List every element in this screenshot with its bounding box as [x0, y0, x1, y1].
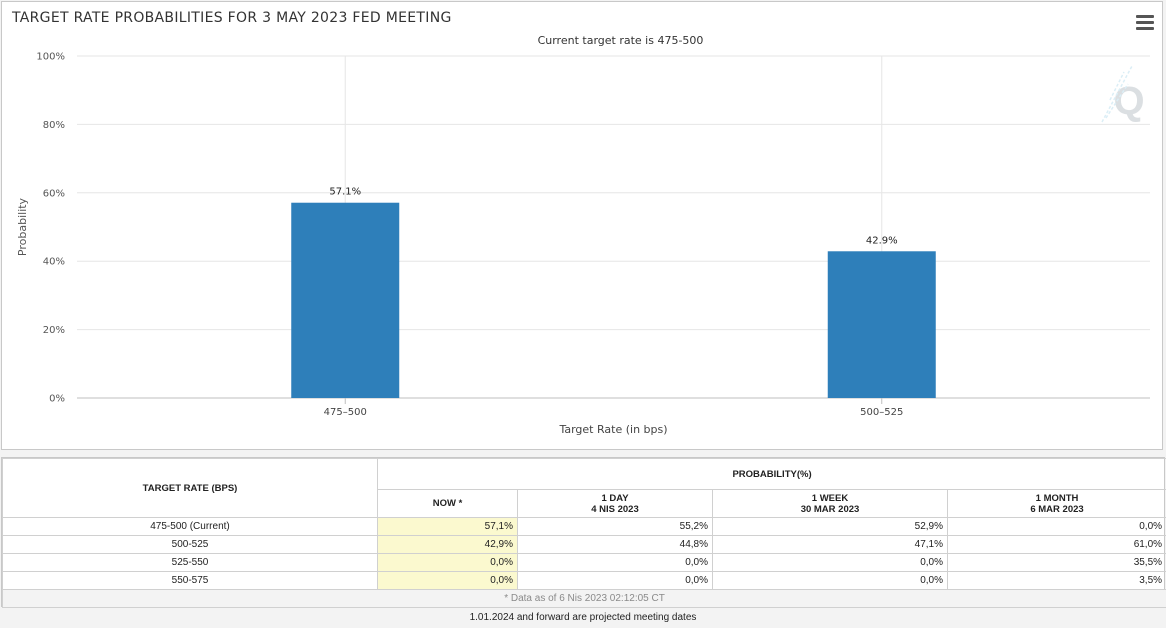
x-tick-label: 500–525: [860, 407, 903, 418]
header-probability: PROBABILITY(%): [376, 458, 1166, 490]
table-row: 550-575 0,0% 0,0% 0,0% 3,5%: [2, 571, 1166, 590]
bar-data-label: 42.9%: [866, 235, 898, 246]
y-tick-label: 100%: [36, 52, 65, 63]
one-day-cell: 44,8%: [517, 535, 713, 554]
y-tick-label: 40%: [43, 257, 65, 268]
rate-cell: 500-525: [2, 535, 378, 554]
header-1-day: 1 DAY 4 NIS 2023: [517, 489, 713, 518]
one-day-cell: 0,0%: [517, 553, 713, 572]
header-1-week: 1 WEEK 30 MAR 2023: [712, 489, 948, 518]
one-month-cell: 35,5%: [946, 553, 1166, 572]
y-tick-label: 60%: [43, 188, 65, 199]
svg-text:Q: Q: [1113, 79, 1144, 123]
x-axis-title: Target Rate (in bps): [558, 423, 667, 436]
one-day-cell: 55,2%: [517, 517, 713, 536]
rate-cell: 475-500 (Current): [2, 517, 378, 536]
hamburger-menu-icon[interactable]: [1136, 15, 1154, 30]
one-month-cell: 3,5%: [946, 571, 1166, 590]
data-timestamp-footnote: * Data as of 6 Nis 2023 02:12:05 CT: [1, 589, 1166, 608]
y-tick-label: 20%: [43, 325, 65, 336]
rate-cell: 525-550: [2, 553, 378, 572]
bar: [827, 251, 936, 398]
probability-table-panel: TARGET RATE (BPS) PROBABILITY(%) NOW * 1…: [1, 457, 1166, 608]
quikstrike-q-logo-icon: Q: [1101, 65, 1145, 123]
now-cell: 57,1%: [377, 517, 518, 536]
header-target-rate: TARGET RATE (BPS): [2, 458, 378, 518]
chart-panel: 0% 20% 40% 60% 80% 100% 57.1% 475–500 42.9% 500–5…: [1, 1, 1163, 450]
y-tick-label: 80%: [43, 120, 65, 131]
chart-title: TARGET RATE PROBABILITIES FOR 3 MAY 2023…: [12, 10, 452, 26]
probability-table: TARGET RATE (BPS) PROBABILITY(%) NOW * 1…: [1, 458, 1166, 608]
projected-dates-note: 1.01.2024 and forward are projected meet…: [469, 612, 697, 623]
chart-subtitle: Current target rate is 475-500: [538, 34, 704, 47]
table-row: 500-525 42,9% 44,8% 47,1% 61,0%: [2, 535, 1166, 554]
bar-data-label: 57.1%: [329, 187, 361, 198]
now-cell: 0,0%: [377, 553, 518, 572]
one-week-cell: 0,0%: [712, 553, 948, 572]
one-week-cell: 47,1%: [712, 535, 948, 554]
one-week-cell: 0,0%: [712, 571, 948, 590]
x-tick-label: 475–500: [324, 407, 367, 418]
one-month-cell: 0,0%: [946, 517, 1166, 536]
now-cell: 42,9%: [377, 535, 518, 554]
now-cell: 0,0%: [377, 571, 518, 590]
header-1-month: 1 MONTH 6 MAR 2023: [946, 489, 1166, 518]
table-row: 525-550 0,0% 0,0% 0,0% 35,5%: [2, 553, 1166, 572]
rate-cell: 550-575: [2, 571, 378, 590]
y-axis-title: Probability: [16, 197, 29, 256]
one-week-cell: 52,9%: [712, 517, 948, 536]
one-month-cell: 61,0%: [946, 535, 1166, 554]
y-tick-label: 0%: [49, 394, 65, 405]
header-now: NOW *: [377, 489, 518, 518]
bar: [291, 202, 400, 398]
one-day-cell: 0,0%: [517, 571, 713, 590]
bar-chart: 0% 20% 40% 60% 80% 100% 57.1% 475–500 42.9% 500–5…: [16, 34, 1150, 436]
table-row: 475-500 (Current) 57,1% 55,2% 52,9% 0,0%: [2, 517, 1166, 536]
table-footnote-row: * Data as of 6 Nis 2023 02:12:05 CT: [1, 589, 1166, 608]
